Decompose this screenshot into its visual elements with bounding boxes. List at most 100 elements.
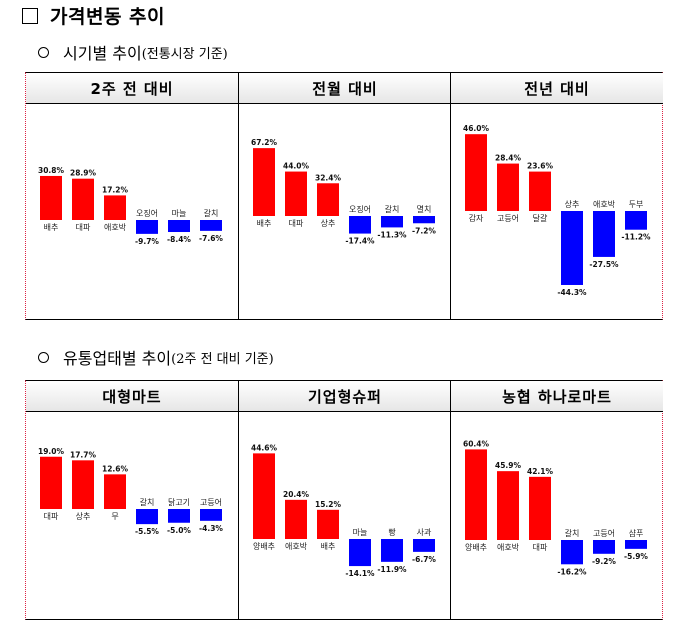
section-period-heading: 시기별 추이 (전통시장 기준) (38, 40, 228, 64)
section-note: (2주 전 대비 기준) (171, 351, 274, 367)
category-label: 애호박 (593, 199, 616, 209)
bar (349, 539, 371, 567)
bar (168, 220, 190, 233)
data-label: -9.7% (135, 237, 159, 246)
data-label: -8.4% (167, 235, 191, 244)
circle-bullet-icon (38, 46, 49, 58)
data-label: -5.9% (624, 552, 648, 561)
bar (413, 216, 435, 224)
data-label: 42.1% (527, 467, 554, 476)
data-label: 45.9% (495, 461, 522, 470)
bar-chart-svg: 19.0% 대파 17.7% 상추 12.6% 무 -5.5% 갈치 -5.0% 닭고기 -4.3%… (38, 447, 223, 536)
bar (285, 499, 307, 539)
chart-title: 기업형슈퍼 (239, 381, 451, 412)
data-label: -14.1% (345, 569, 375, 578)
category-label: 양배추 (465, 543, 487, 552)
chart-panel: 2주 전 대비 30.8% 배추 28.9% 대파 17.2% 애호박 -9.7% 오징어 -8… (26, 73, 238, 319)
data-label: 28.4% (495, 154, 522, 163)
category-label: 샴푸 (629, 528, 644, 538)
category-label: 대파 (533, 543, 548, 552)
data-label: 19.0% (38, 447, 65, 456)
data-label: 46.0% (463, 124, 490, 133)
category-label: 고등어 (497, 213, 519, 223)
bar-chart-svg: 30.8% 배추 28.9% 대파 17.2% 애호박 -9.7% 오징어 -8.4% 마늘 -7.… (38, 166, 223, 246)
data-label: 44.6% (251, 443, 278, 452)
category-label: 멸치 (417, 204, 432, 214)
main-heading: 가격변동 추이 (22, 2, 165, 29)
category-label: 양배추 (253, 542, 275, 551)
data-label: -9.2% (592, 557, 616, 566)
category-label: 달걀 (533, 213, 548, 223)
section-title: 시기별 추이 (63, 44, 142, 63)
category-label: 빵 (388, 527, 396, 537)
bar (200, 220, 222, 231)
data-label: -16.2% (557, 567, 587, 576)
bar (381, 216, 403, 228)
category-label: 오징어 (136, 208, 158, 218)
bar-chart-svg: 46.0% 감자 28.4% 고등어 23.6% 달걀 -44.3% 상추 -27.5% 애호박 -… (463, 124, 651, 297)
chart-panel: 대형마트 19.0% 대파 17.7% 상추 12.6% 무 -5.5% 갈치 -5.0% 닭고기… (26, 381, 238, 619)
bar (413, 539, 435, 552)
bar (104, 474, 126, 509)
category-label: 대파 (44, 512, 59, 521)
data-label: -7.2% (412, 226, 436, 235)
category-label: 배추 (44, 223, 59, 232)
section-note: (전통시장 기준) (141, 46, 228, 62)
data-label: 23.6% (527, 162, 554, 171)
category-label: 감자 (469, 213, 484, 223)
category-label: 마늘 (353, 528, 368, 537)
bar (136, 220, 158, 234)
bar (593, 211, 615, 257)
bar (349, 216, 371, 234)
bar (625, 540, 647, 549)
data-label: 28.9% (70, 169, 97, 178)
category-label: 애호박 (104, 222, 127, 232)
bar (72, 178, 94, 220)
data-label: -6.7% (412, 555, 436, 564)
bar (253, 453, 275, 539)
section-title: 유통업태별 추이 (63, 349, 172, 368)
bar (465, 449, 487, 540)
data-label: -27.5% (589, 260, 619, 269)
category-label: 닭고기 (168, 497, 190, 507)
category-label: 오징어 (349, 204, 371, 214)
circle-bullet-icon (38, 351, 49, 363)
category-label: 두부 (629, 200, 644, 209)
category-label: 상추 (76, 511, 91, 521)
bar (253, 148, 275, 216)
chart-title: 2주 전 대비 (26, 73, 238, 104)
category-label: 애호박 (285, 541, 308, 551)
data-label: -17.4% (345, 237, 375, 246)
data-label: -5.5% (135, 527, 159, 536)
panel-row-period: 2주 전 대비 30.8% 배추 28.9% 대파 17.2% 애호박 -9.7% 오징어 -8… (25, 72, 663, 320)
category-label: 고등어 (593, 528, 615, 538)
data-label: -44.3% (557, 288, 587, 297)
data-label: 67.2% (251, 138, 278, 147)
category-label: 상추 (565, 199, 580, 209)
data-label: 17.7% (70, 450, 97, 459)
data-label: 15.2% (315, 500, 342, 509)
data-label: 17.2% (102, 185, 129, 194)
bar (593, 540, 615, 554)
data-label: -11.9% (377, 565, 407, 574)
category-label: 배추 (257, 219, 272, 228)
bar (168, 509, 190, 523)
data-label: 20.4% (283, 490, 310, 499)
bar (561, 540, 583, 565)
bar (285, 171, 307, 216)
category-label: 대파 (76, 223, 91, 232)
bar (72, 460, 94, 509)
category-label: 갈치 (204, 209, 219, 218)
heading-text: 가격변동 추이 (50, 6, 165, 28)
category-label: 고등어 (200, 497, 222, 507)
category-label: 무 (111, 512, 118, 521)
category-label: 애호박 (497, 542, 520, 552)
bar (317, 183, 339, 216)
category-label: 사과 (417, 528, 432, 537)
chart-panel: 농협 하나로마트 60.4% 양배추 45.9% 애호박 42.1% 대파 -16.2% 갈치… (450, 381, 663, 619)
chart-title: 전년 대비 (451, 73, 663, 104)
bar (561, 211, 583, 285)
bar (136, 509, 158, 525)
category-label: 배추 (321, 542, 336, 551)
chart-panel: 전년 대비 46.0% 감자 28.4% 고등어 23.6% 달걀 -44.3% 상추 -27.… (450, 73, 663, 319)
